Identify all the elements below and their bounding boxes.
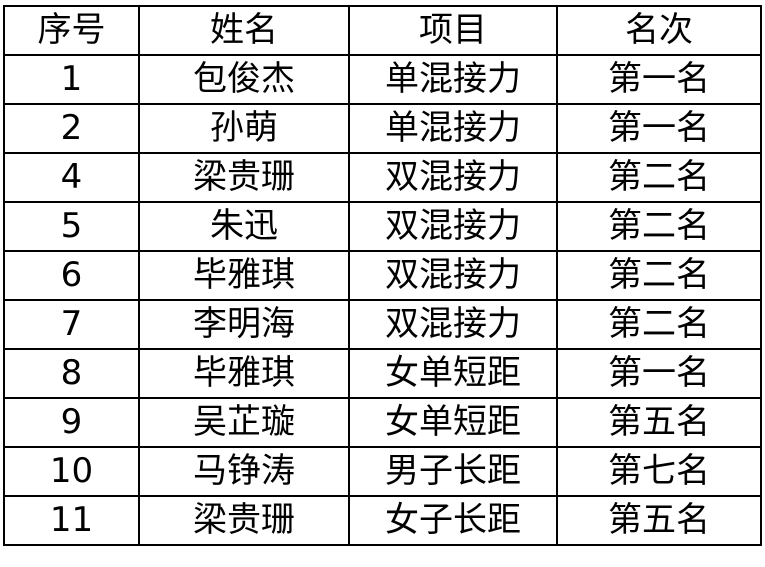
cell-name: 梁贵珊 [138, 152, 350, 203]
header-cell-number: 序号 [3, 5, 140, 56]
cell-number: 7 [3, 299, 140, 350]
table-row: 1 包俊杰 单混接力 第一名 [3, 54, 762, 105]
cell-number: 1 [3, 54, 140, 105]
cell-event: 男子长距 [348, 446, 558, 497]
cell-event: 女子长距 [348, 495, 558, 546]
cell-name: 朱迅 [138, 201, 350, 252]
header-cell-name: 姓名 [138, 5, 350, 56]
cell-name: 毕雅琪 [138, 348, 350, 399]
cell-event: 双混接力 [348, 250, 558, 301]
cell-name: 包俊杰 [138, 54, 350, 105]
cell-event: 双混接力 [348, 299, 558, 350]
table-row: 2 孙萌 单混接力 第一名 [3, 103, 762, 154]
cell-number: 4 [3, 152, 140, 203]
cell-event: 单混接力 [348, 103, 558, 154]
cell-event: 双混接力 [348, 201, 558, 252]
cell-rank: 第一名 [556, 103, 762, 154]
cell-name: 毕雅琪 [138, 250, 350, 301]
cell-number: 10 [3, 446, 140, 497]
cell-rank: 第二名 [556, 299, 762, 350]
cell-event: 双混接力 [348, 152, 558, 203]
table-row: 9 吴芷璇 女单短距 第五名 [3, 397, 762, 448]
cell-rank: 第二名 [556, 250, 762, 301]
cell-rank: 第七名 [556, 446, 762, 497]
cell-name: 马铮涛 [138, 446, 350, 497]
table-row: 11 梁贵珊 女子长距 第五名 [3, 495, 762, 546]
cell-event: 女单短距 [348, 397, 558, 448]
cell-number: 6 [3, 250, 140, 301]
cell-rank: 第二名 [556, 152, 762, 203]
cell-event: 单混接力 [348, 54, 558, 105]
cell-number: 11 [3, 495, 140, 546]
table-row: 10 马铮涛 男子长距 第七名 [3, 446, 762, 497]
cell-name: 李明海 [138, 299, 350, 350]
table-row: 7 李明海 双混接力 第二名 [3, 299, 762, 350]
header-row: 序号 姓名 项目 名次 [3, 5, 762, 56]
cell-number: 5 [3, 201, 140, 252]
cell-rank: 第一名 [556, 54, 762, 105]
cell-name: 孙萌 [138, 103, 350, 154]
cell-number: 9 [3, 397, 140, 448]
cell-event: 女单短距 [348, 348, 558, 399]
cell-rank: 第二名 [556, 201, 762, 252]
cell-rank: 第一名 [556, 348, 762, 399]
header-cell-rank: 名次 [556, 5, 762, 56]
cell-number: 2 [3, 103, 140, 154]
cell-rank: 第五名 [556, 495, 762, 546]
cell-name: 吴芷璇 [138, 397, 350, 448]
cell-name: 梁贵珊 [138, 495, 350, 546]
table-row: 6 毕雅琪 双混接力 第二名 [3, 250, 762, 301]
table-row: 8 毕雅琪 女单短距 第一名 [3, 348, 762, 399]
table-row: 4 梁贵珊 双混接力 第二名 [3, 152, 762, 203]
cell-rank: 第五名 [556, 397, 762, 448]
cell-number: 8 [3, 348, 140, 399]
table-row: 5 朱迅 双混接力 第二名 [3, 201, 762, 252]
results-table: 序号 姓名 项目 名次 1 包俊杰 单混接力 第一名 2 孙萌 单混接力 第一名 4 梁贵珊 双混接… [3, 5, 762, 546]
header-cell-event: 项目 [348, 5, 558, 56]
